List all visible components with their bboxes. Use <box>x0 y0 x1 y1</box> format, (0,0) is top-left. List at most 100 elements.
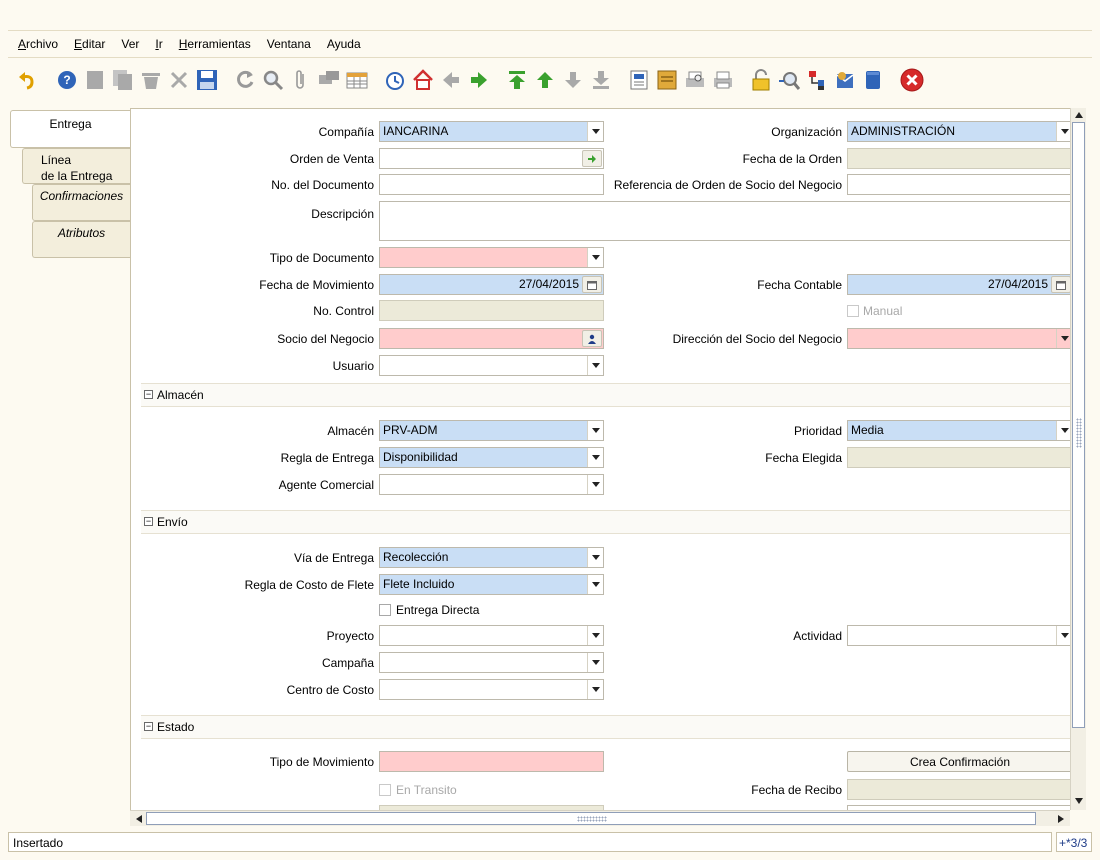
chevron-down-icon[interactable] <box>1056 626 1070 645</box>
manual-checkbox[interactable] <box>847 305 859 317</box>
business-partner-icon[interactable] <box>582 330 602 347</box>
crea-confirmacion-button[interactable]: Crea Confirmación <box>847 751 1070 772</box>
save-icon[interactable] <box>195 68 219 92</box>
tipo-movimiento-field[interactable] <box>379 751 604 772</box>
tab-atributos[interactable]: Atributos <box>32 221 130 258</box>
orden-venta-field[interactable] <box>379 148 604 169</box>
regla-costo-flete-combo[interactable]: Flete Incluido <box>379 574 604 595</box>
active-workflows-icon[interactable] <box>805 68 829 92</box>
tipo-documento-combo[interactable] <box>379 247 604 268</box>
undo-icon[interactable] <box>16 68 40 92</box>
collapse-icon[interactable]: − <box>144 389 153 399</box>
scroll-up-icon[interactable] <box>1071 108 1086 122</box>
collapse-icon[interactable]: − <box>144 516 153 526</box>
menu-editar[interactable]: Editar <box>74 37 105 51</box>
compania-combo[interactable]: IANCARINA <box>379 121 604 142</box>
tab-confirmaciones[interactable]: Confirmaciones <box>32 184 130 221</box>
socio-negocio-field[interactable] <box>379 328 604 349</box>
almacen-combo[interactable]: PRV-ADM <box>379 420 604 441</box>
no-documento-field[interactable] <box>379 174 604 195</box>
parent-record-icon[interactable] <box>533 68 557 92</box>
via-entrega-combo[interactable]: Recolección <box>379 547 604 568</box>
chevron-down-icon[interactable] <box>587 653 603 672</box>
agente-comercial-combo[interactable] <box>379 474 604 495</box>
chevron-down-icon[interactable] <box>587 475 603 494</box>
menu-ayuda[interactable]: Ayuda <box>327 37 361 51</box>
zoom-across-icon[interactable] <box>777 68 801 92</box>
estado-section-header[interactable]: − Estado <box>141 715 1070 739</box>
archived-documents-icon[interactable] <box>655 68 679 92</box>
requests-icon[interactable] <box>833 68 857 92</box>
direccion-socio-combo[interactable] <box>847 328 1070 349</box>
scroll-left-icon[interactable] <box>132 811 146 826</box>
horizontal-scrollbar[interactable] <box>130 810 1070 826</box>
first-record-icon[interactable] <box>505 68 529 92</box>
prioridad-combo[interactable]: Media <box>847 420 1070 441</box>
chevron-down-icon[interactable] <box>587 575 603 594</box>
refresh-icon[interactable] <box>233 68 257 92</box>
tab-entrega[interactable]: Entrega <box>10 110 130 148</box>
actividad-combo[interactable] <box>847 625 1070 646</box>
last-record-icon[interactable] <box>589 68 613 92</box>
centro-costo-combo[interactable] <box>379 679 604 700</box>
chevron-down-icon[interactable] <box>587 122 603 141</box>
search-icon[interactable] <box>582 150 602 167</box>
fecha-movimiento-field[interactable]: 27/04/2015 <box>379 274 604 295</box>
envio-section-header[interactable]: − Envío <box>141 510 1070 534</box>
close-window-icon[interactable] <box>900 68 924 92</box>
chevron-down-icon[interactable] <box>587 680 603 699</box>
chevron-down-icon[interactable] <box>587 248 603 267</box>
chevron-down-icon[interactable] <box>587 548 603 567</box>
lock-icon[interactable] <box>749 68 773 92</box>
menu-archivo[interactable]: Archivo <box>18 37 58 51</box>
chevron-down-icon[interactable] <box>1056 122 1070 141</box>
en-transito-checkbox[interactable] <box>379 784 391 796</box>
print-preview-icon[interactable] <box>683 68 707 92</box>
detail-record-icon[interactable] <box>561 68 585 92</box>
menu-ir[interactable]: Ir <box>155 37 162 51</box>
find-icon[interactable] <box>261 68 285 92</box>
fecha-contable-field[interactable]: 27/04/2015 <box>847 274 1070 295</box>
vertical-scrollbar[interactable] <box>1070 108 1086 810</box>
campana-combo[interactable] <box>379 652 604 673</box>
organizacion-combo[interactable]: ADMINISTRACIÓN <box>847 121 1070 142</box>
menu-ventana[interactable]: Ventana <box>267 37 311 51</box>
proyecto-combo[interactable] <box>379 625 604 646</box>
copy-record-icon[interactable] <box>111 68 135 92</box>
almacen-section-header[interactable]: − Almacén <box>141 383 1070 407</box>
grid-toggle-icon[interactable] <box>345 68 369 92</box>
tab-linea-entrega[interactable]: Línea de la Entrega <box>22 148 130 184</box>
product-info-icon[interactable] <box>861 68 885 92</box>
previous-icon[interactable] <box>439 68 463 92</box>
collapse-icon[interactable]: − <box>144 721 153 731</box>
entrega-directa-checkbox[interactable] <box>379 604 391 616</box>
descripcion-textarea[interactable] <box>379 201 1070 241</box>
calendar-icon[interactable] <box>582 276 602 293</box>
history-icon[interactable] <box>383 68 407 92</box>
scroll-thumb[interactable] <box>146 812 1036 825</box>
chevron-down-icon[interactable] <box>587 421 603 440</box>
calendar-icon[interactable] <box>1051 276 1070 293</box>
attachment-icon[interactable] <box>289 68 313 92</box>
delete-icon[interactable] <box>139 68 163 92</box>
chevron-down-icon[interactable] <box>587 448 603 467</box>
new-record-icon[interactable] <box>83 68 107 92</box>
chevron-down-icon[interactable] <box>587 356 603 375</box>
next-icon[interactable] <box>467 68 491 92</box>
chat-icon[interactable] <box>317 68 341 92</box>
referencia-orden-field[interactable] <box>847 174 1070 195</box>
delete-selection-icon[interactable] <box>167 68 191 92</box>
scroll-down-icon[interactable] <box>1071 794 1086 808</box>
usuario-combo[interactable] <box>379 355 604 376</box>
chevron-down-icon[interactable] <box>1056 329 1070 348</box>
chevron-down-icon[interactable] <box>1056 421 1070 440</box>
regla-entrega-combo[interactable]: Disponibilidad <box>379 447 604 468</box>
scroll-thumb[interactable] <box>1072 122 1085 728</box>
report-icon[interactable] <box>627 68 651 92</box>
menu-herramientas[interactable]: Herramientas <box>179 37 251 51</box>
record-navigation-status[interactable]: +*3/3 <box>1056 832 1092 852</box>
help-icon[interactable]: ? <box>55 68 79 92</box>
print-icon[interactable] <box>711 68 735 92</box>
menu-ver[interactable]: Ver <box>121 37 139 51</box>
chevron-down-icon[interactable] <box>587 626 603 645</box>
